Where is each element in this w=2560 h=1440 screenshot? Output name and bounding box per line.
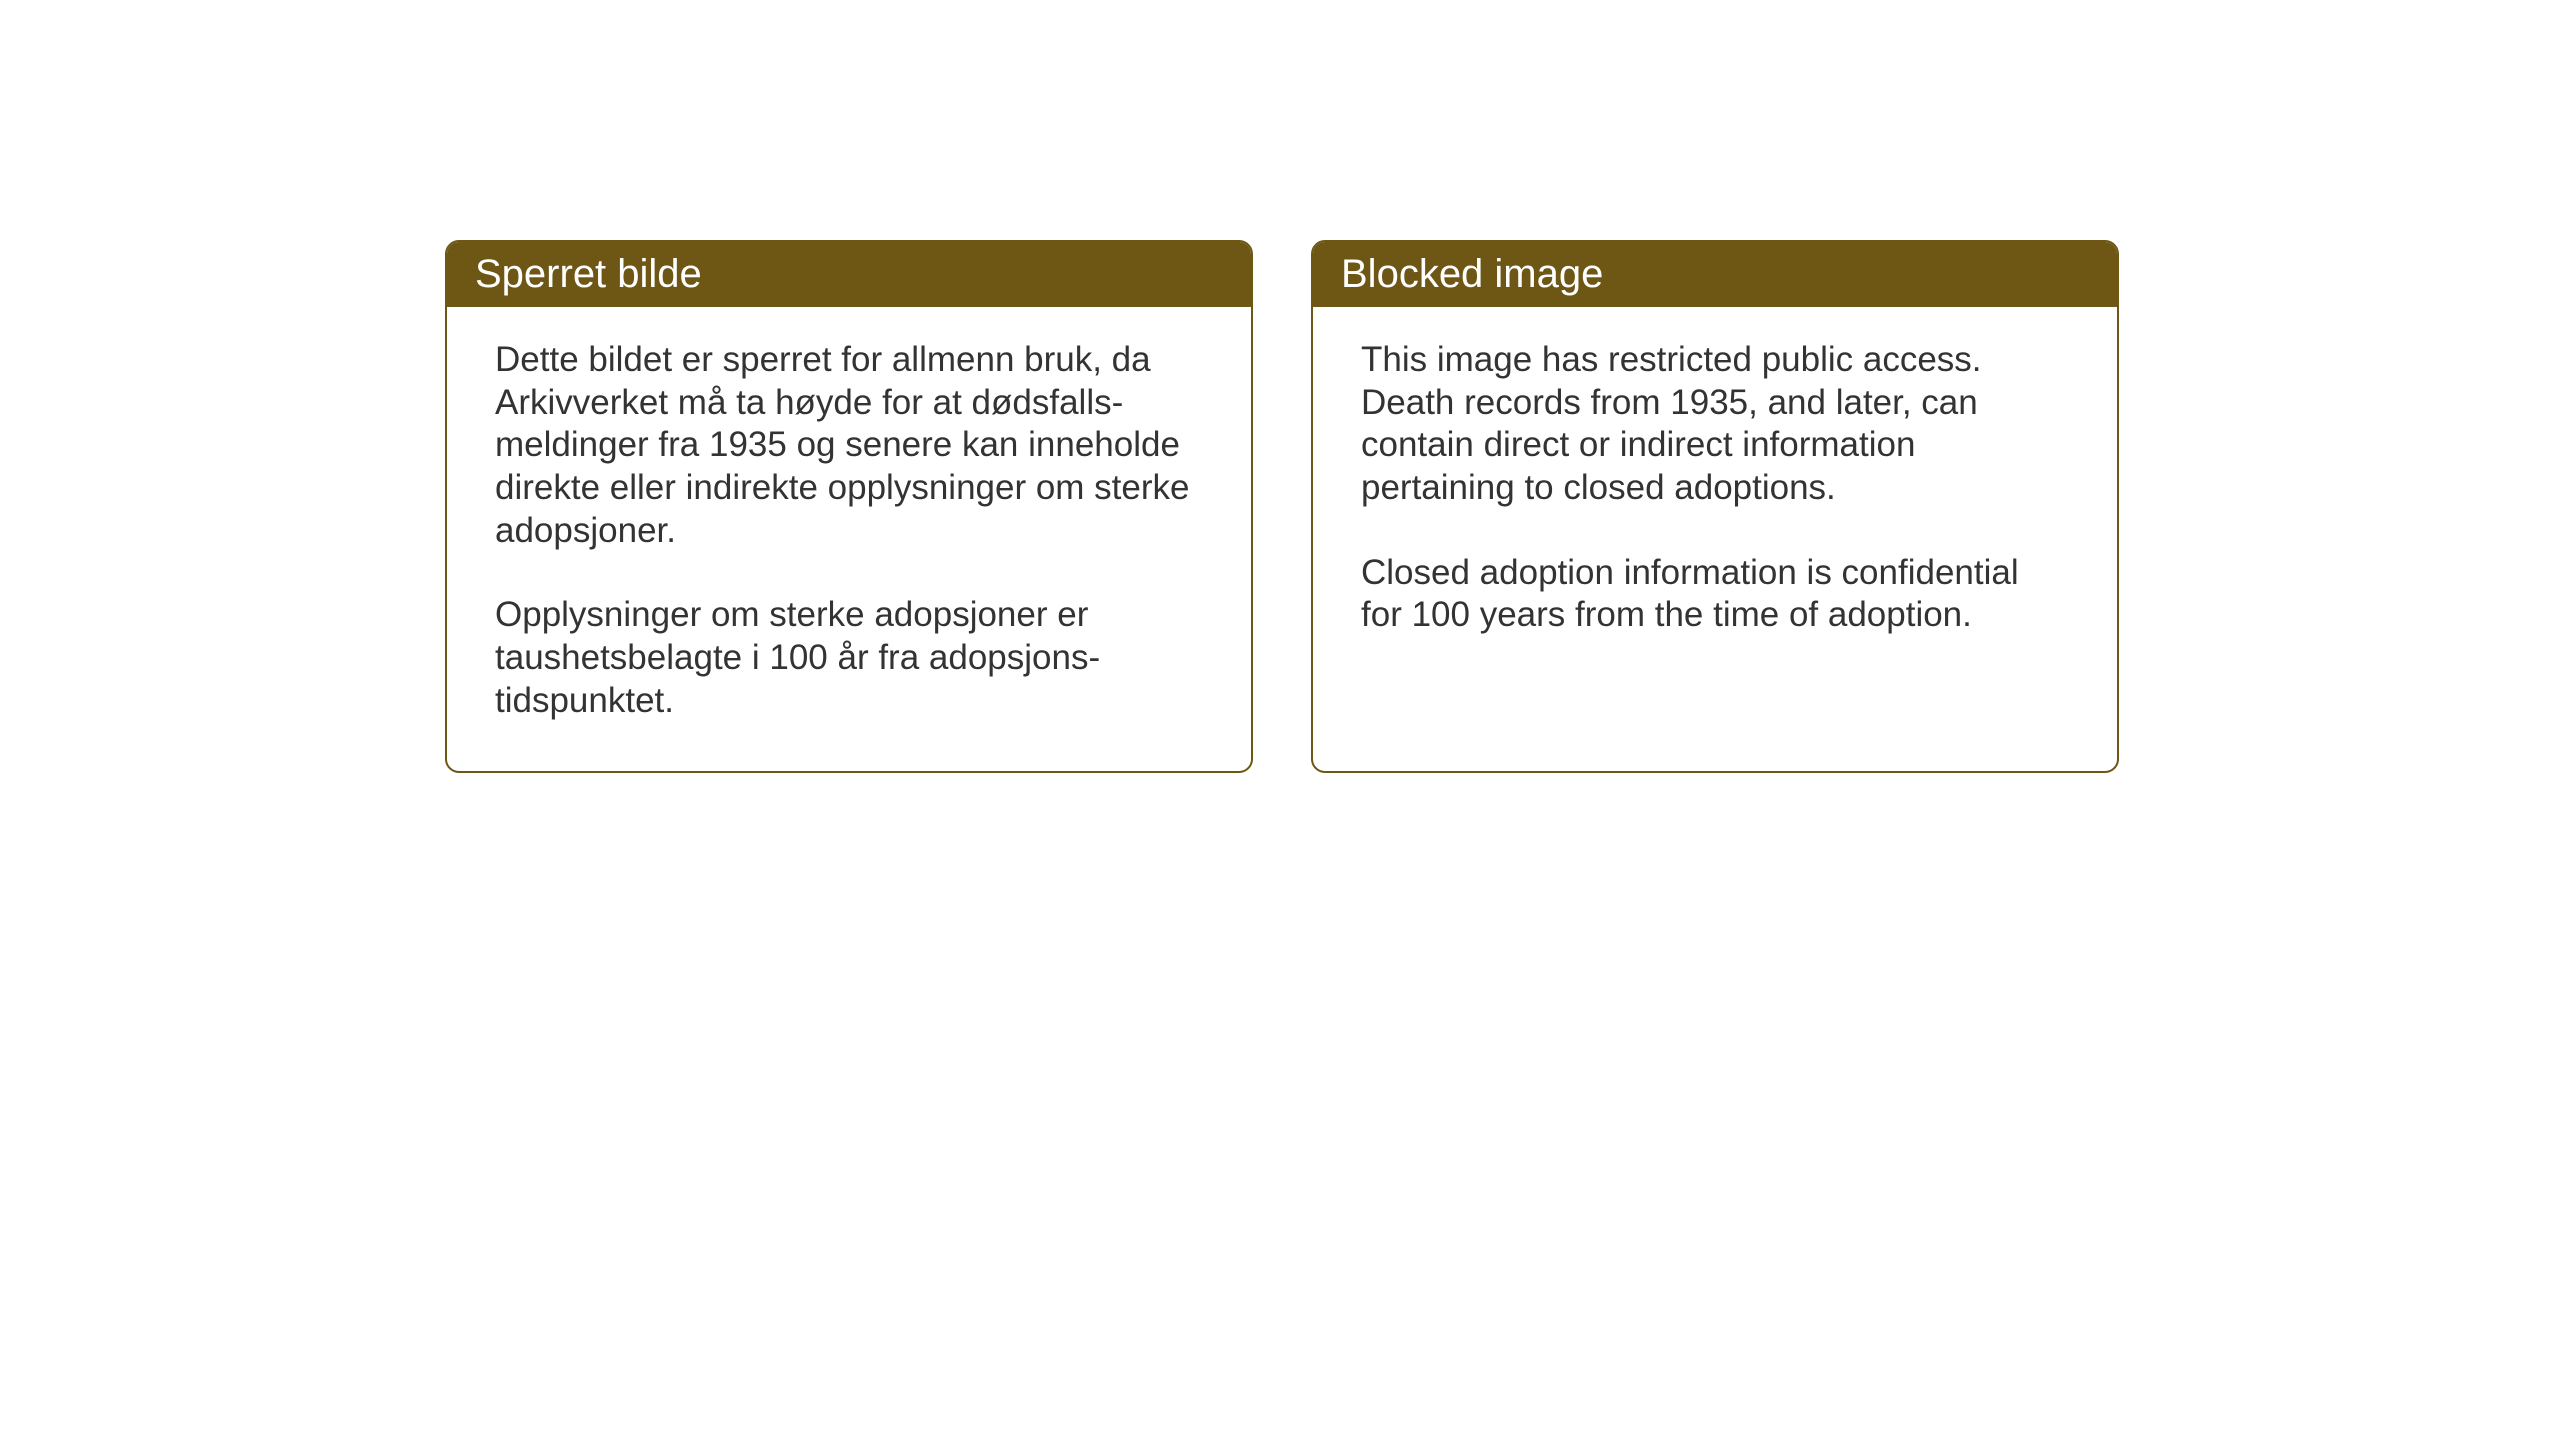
card-body-no: Dette bildet er sperret for allmenn bruk… [447, 307, 1251, 771]
cards-container: Sperret bilde Dette bildet er sperret fo… [445, 240, 2119, 773]
blocked-image-card-no: Sperret bilde Dette bildet er sperret fo… [445, 240, 1253, 773]
card-paragraph-1-en: This image has restricted public access.… [1361, 339, 2069, 510]
card-paragraph-2-en: Closed adoption information is confident… [1361, 552, 2069, 637]
card-paragraph-1-no: Dette bildet er sperret for allmenn bruk… [495, 339, 1203, 552]
blocked-image-card-en: Blocked image This image has restricted … [1311, 240, 2119, 773]
card-title-en: Blocked image [1313, 242, 2117, 307]
card-title-no: Sperret bilde [447, 242, 1251, 307]
card-paragraph-2-no: Opplysninger om sterke adopsjoner er tau… [495, 594, 1203, 722]
card-body-en: This image has restricted public access.… [1313, 307, 2117, 685]
